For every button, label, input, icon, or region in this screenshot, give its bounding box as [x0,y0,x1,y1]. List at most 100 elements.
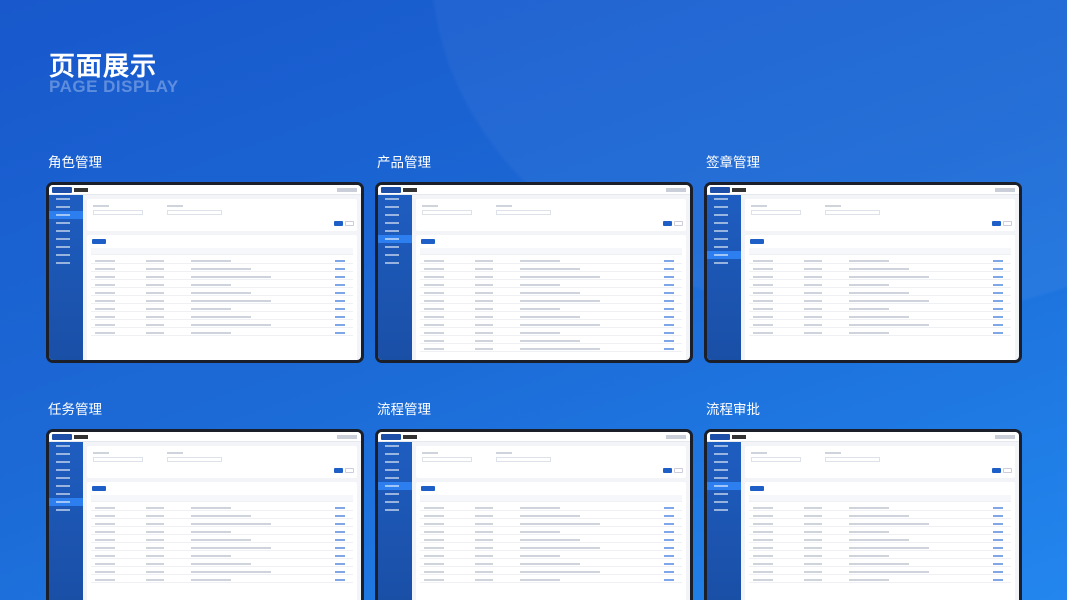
table-row [91,257,353,264]
table-row [749,512,1011,519]
search-button [334,221,343,226]
sidebar [378,442,412,600]
add-button [92,486,106,491]
table-row [91,289,353,296]
table-row [91,265,353,272]
sidebar-item [707,442,741,450]
table-row [749,289,1011,296]
filter-card [745,446,1015,478]
table-row [749,313,1011,320]
table-row [91,504,353,511]
sidebar-item [378,235,412,243]
sidebar [49,442,83,600]
sidebar-item [707,227,741,235]
table-row [420,552,682,559]
sidebar-item [707,259,741,267]
sidebar [707,442,741,600]
section-title: 流程审批 [706,402,760,418]
table-row [420,576,682,583]
table-row [749,321,1011,328]
table-row [420,321,682,328]
sidebar [707,195,741,360]
filter-card [416,199,686,231]
table-row [91,520,353,527]
table-card [416,235,686,360]
page-subtitle: PAGE DISPLAY [49,77,179,96]
section-title: 产品管理 [377,155,431,171]
screenshot-thumbnail [375,182,693,363]
sidebar-item [707,211,741,219]
sidebar-item [707,458,741,466]
table-row [420,305,682,312]
table-header [91,248,353,255]
table-card [745,482,1015,600]
sidebar-item [707,506,741,514]
sidebar-item [49,442,83,450]
search-button [663,221,672,226]
app-header [378,432,690,442]
sidebar-item [49,482,83,490]
section-title: 角色管理 [48,155,102,171]
content [87,446,357,600]
screenshot-thumbnail [375,429,693,600]
content [416,446,686,600]
sidebar [49,195,83,360]
table-row [91,313,353,320]
table-row [420,536,682,543]
table-row [749,552,1011,559]
sidebar-item [49,243,83,251]
sidebar-item [707,482,741,490]
sidebar-item [378,482,412,490]
sidebar-item [707,203,741,211]
reset-button [674,221,683,226]
sidebar-item [707,219,741,227]
table-row [420,560,682,567]
table-row [420,504,682,511]
table-row [420,273,682,280]
screenshot-thumbnail [704,429,1022,600]
table-row [749,329,1011,336]
table-header [420,495,682,502]
sidebar-item [707,251,741,259]
section-title: 流程管理 [377,402,431,418]
table-row [749,297,1011,304]
table-row [91,321,353,328]
table-row [420,329,682,336]
table-row [91,305,353,312]
filter-card [745,199,1015,231]
add-button [750,239,764,244]
table-row [749,536,1011,543]
content [745,199,1015,360]
table-header [749,248,1011,255]
table-row [91,576,353,583]
app-header [49,432,361,442]
sidebar-item [378,490,412,498]
sidebar [378,195,412,360]
table-row [749,544,1011,551]
sidebar-item [378,506,412,514]
sidebar-item [707,490,741,498]
table-row [749,273,1011,280]
sidebar-item [707,243,741,251]
sidebar-item [49,450,83,458]
table-row [749,560,1011,567]
reset-button [1003,221,1012,226]
table-row [420,345,682,352]
sidebar-item [378,442,412,450]
table-row [91,528,353,535]
sidebar-item [378,450,412,458]
add-button [750,486,764,491]
sidebar-item [49,259,83,267]
app-header [707,185,1019,195]
sidebar-item [49,235,83,243]
table-row [91,273,353,280]
table-card [416,482,686,600]
sidebar-item [707,195,741,203]
filter-card [87,199,357,231]
table-row [91,297,353,304]
app-header [49,185,361,195]
search-button [992,221,1001,226]
logo [710,434,730,440]
sidebar-item [49,466,83,474]
filter-card [416,446,686,478]
